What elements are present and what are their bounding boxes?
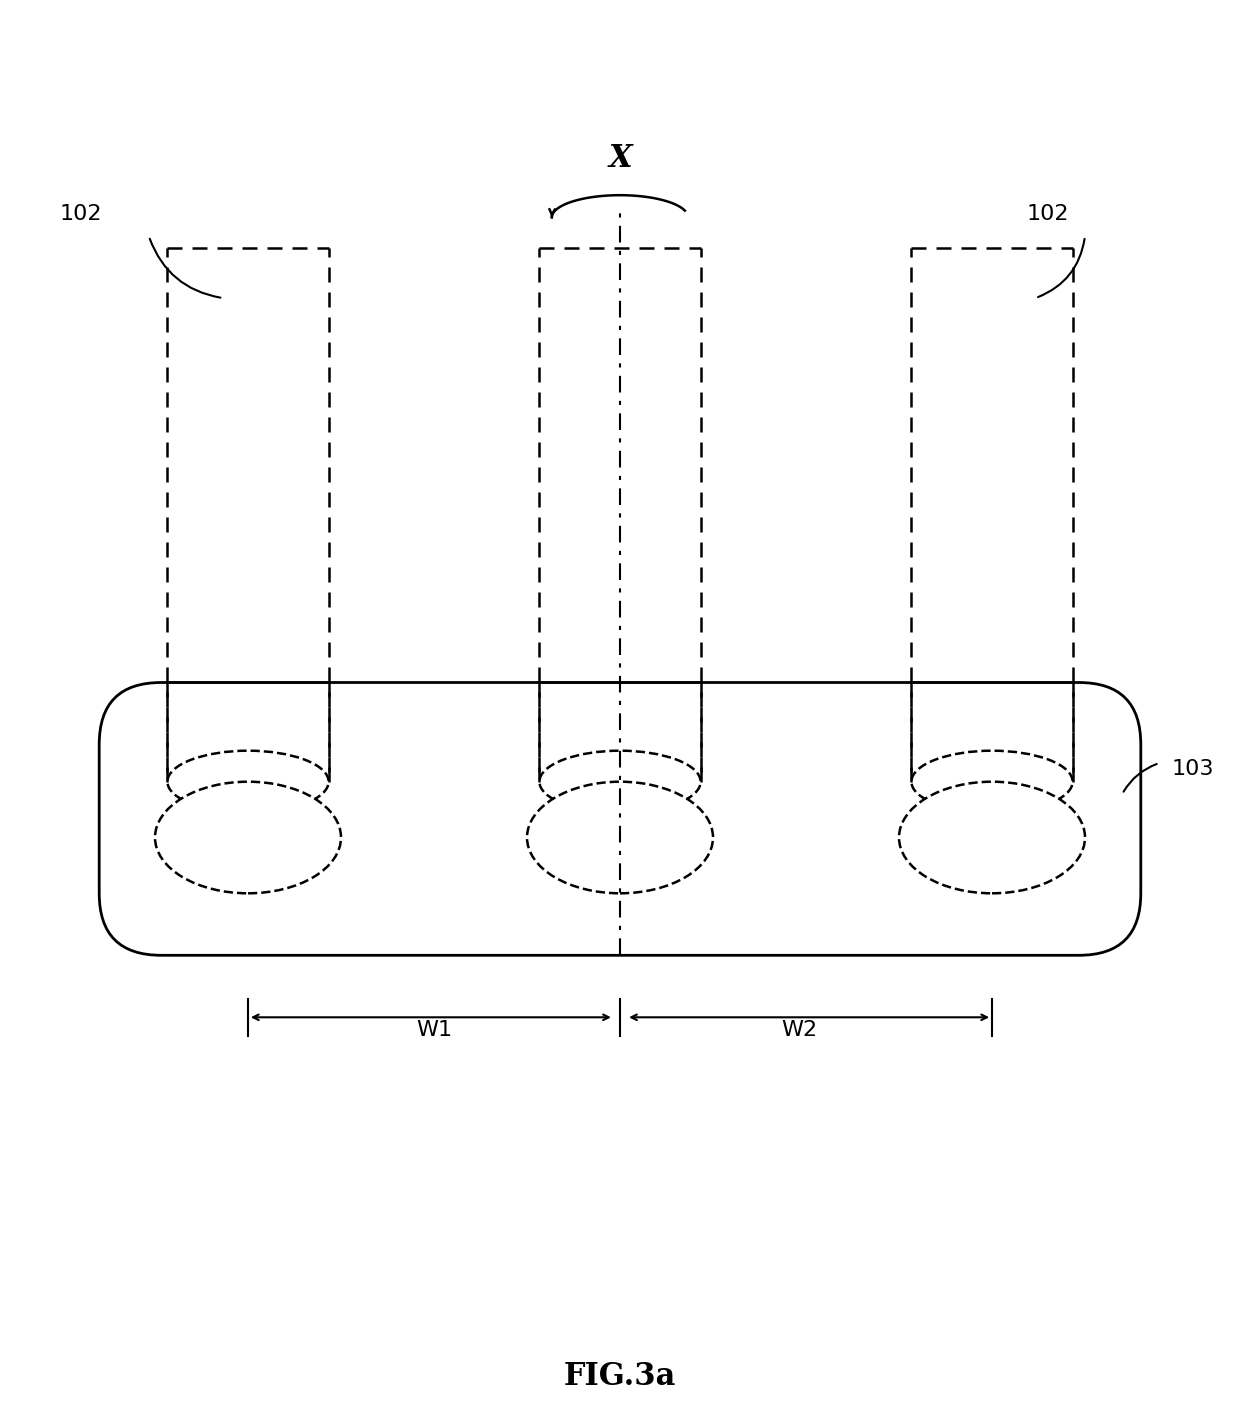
Ellipse shape [527,782,713,893]
Text: W2: W2 [781,1020,818,1040]
Text: 102: 102 [1027,204,1069,224]
Text: 102: 102 [60,204,102,224]
Text: FIG.3a: FIG.3a [564,1361,676,1393]
Ellipse shape [167,751,329,813]
Text: X: X [608,143,632,174]
Ellipse shape [155,782,341,893]
FancyBboxPatch shape [99,682,1141,955]
Ellipse shape [899,782,1085,893]
Ellipse shape [911,751,1073,813]
Text: 103: 103 [1172,759,1214,779]
Text: W1: W1 [415,1020,453,1040]
Ellipse shape [539,751,701,813]
